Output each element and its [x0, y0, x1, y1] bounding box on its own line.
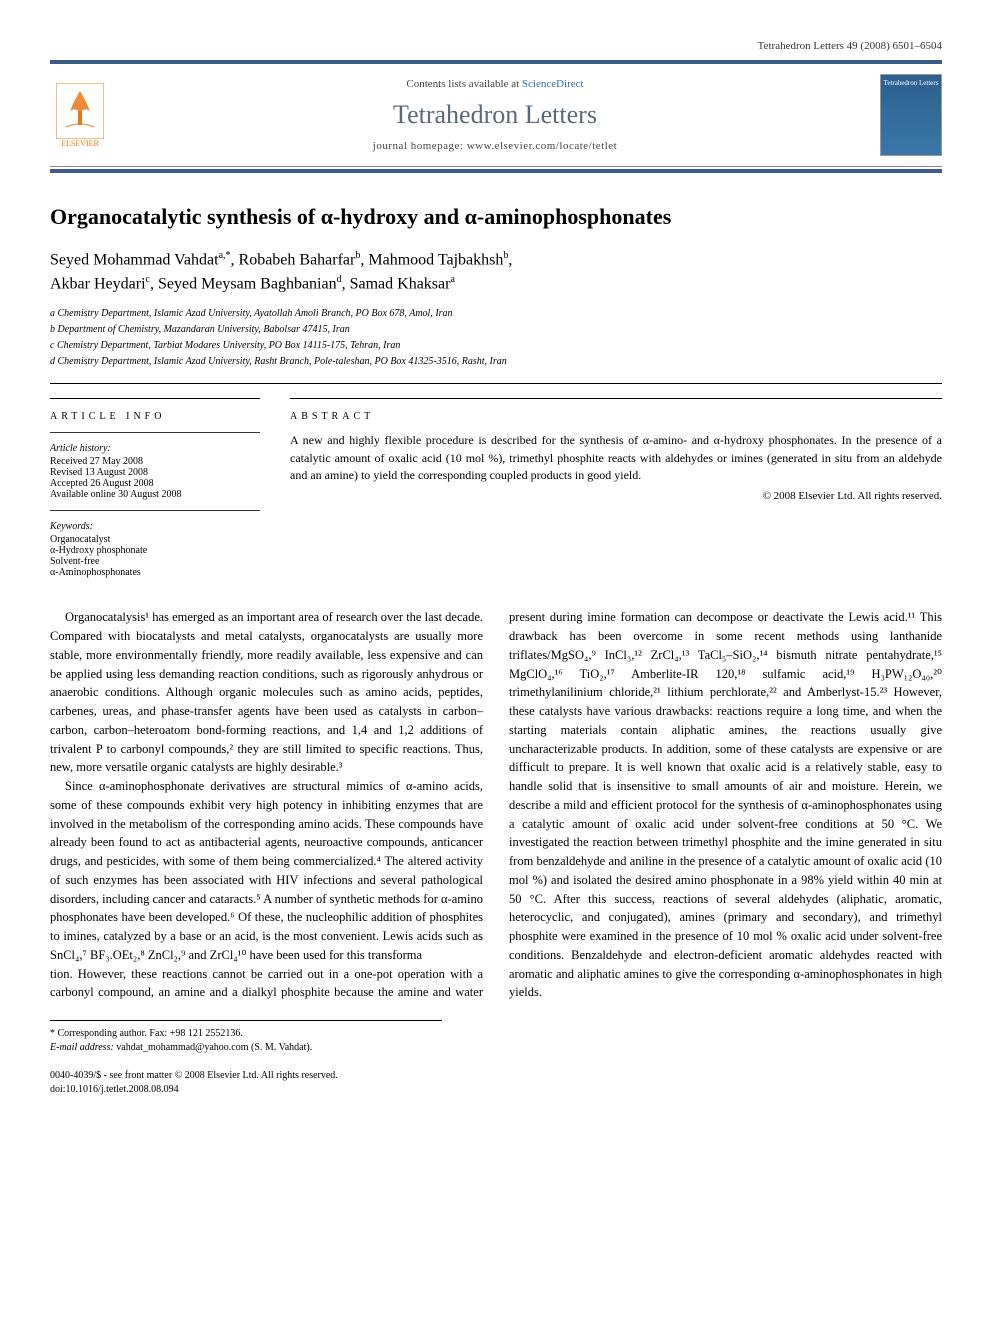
elsevier-tree-icon	[56, 83, 104, 139]
article-info-heading: ARTICLE INFO	[50, 407, 260, 422]
front-matter-line: 0040-4039/$ - see front matter © 2008 El…	[50, 1069, 942, 1083]
affiliation-c: c Chemistry Department, Tarbiat Modares …	[50, 338, 942, 353]
author-6-sup: a	[450, 274, 454, 285]
contents-prefix: Contents lists available at	[406, 78, 521, 90]
author-4: Akbar Heydari	[50, 275, 146, 292]
affiliation-a: a Chemistry Department, Islamic Azad Uni…	[50, 306, 942, 321]
header-bottom-bar	[50, 169, 942, 173]
affiliation-d: d Chemistry Department, Islamic Azad Uni…	[50, 354, 942, 369]
body-para-1: Organocatalysis¹ has emerged as an impor…	[50, 608, 483, 777]
history-label: Article history:	[50, 443, 260, 454]
email-label: E-mail address:	[50, 1042, 114, 1053]
header-center: Contents lists available at ScienceDirec…	[110, 78, 880, 152]
article-title: Organocatalytic synthesis of α-hydroxy a…	[50, 203, 942, 232]
journal-header: ELSEVIER Contents lists available at Sci…	[50, 60, 942, 167]
contents-lists-line: Contents lists available at ScienceDirec…	[110, 78, 880, 90]
journal-homepage: journal homepage: www.elsevier.com/locat…	[110, 140, 880, 152]
corr-author-line: * Corresponding author. Fax: +98 121 255…	[50, 1027, 442, 1041]
sciencedirect-link[interactable]: ScienceDirect	[522, 78, 584, 90]
footer-block: 0040-4039/$ - see front matter © 2008 El…	[50, 1069, 942, 1097]
keyword-4: α-Aminophosphonates	[50, 567, 260, 578]
abstract-block: ABSTRACT A new and highly flexible proce…	[290, 398, 942, 578]
online-date: Available online 30 August 2008	[50, 489, 260, 500]
cover-label: Tetrahedron Letters	[884, 79, 939, 87]
running-head: Tetrahedron Letters 49 (2008) 6501–6504	[50, 40, 942, 52]
divider	[50, 510, 260, 511]
article-info: ARTICLE INFO Article history: Received 2…	[50, 398, 260, 578]
elsevier-label: ELSEVIER	[61, 139, 99, 148]
abstract-heading: ABSTRACT	[290, 407, 942, 422]
abstract-copyright: © 2008 Elsevier Ltd. All rights reserved…	[290, 490, 942, 502]
keyword-2: α-Hydroxy phosphonate	[50, 545, 260, 556]
authors: Seyed Mohammad Vahdata,*, Robabeh Baharf…	[50, 248, 942, 297]
received-date: Received 27 May 2008	[50, 456, 260, 467]
keyword-3: Solvent-free	[50, 556, 260, 567]
body-text: Organocatalysis¹ has emerged as an impor…	[50, 608, 942, 1002]
header-left: ELSEVIER	[50, 80, 110, 150]
author-1-sup: a,*	[219, 250, 231, 261]
email-line: E-mail address: vahdat_mohammad@yahoo.co…	[50, 1041, 442, 1055]
email-address: vahdat_mohammad@yahoo.com	[116, 1042, 248, 1053]
journal-cover-thumbnail: Tetrahedron Letters	[880, 74, 942, 156]
keyword-1: Organocatalyst	[50, 534, 260, 545]
divider	[50, 432, 260, 433]
elsevier-logo: ELSEVIER	[50, 80, 110, 150]
affiliation-b: b Department of Chemistry, Mazandaran Un…	[50, 322, 942, 337]
doi-line: doi:10.1016/j.tetlet.2008.08.094	[50, 1083, 942, 1097]
author-1: Seyed Mohammad Vahdat	[50, 251, 219, 268]
abstract-text: A new and highly flexible procedure is d…	[290, 432, 942, 484]
email-attribution: (S. M. Vahdat).	[249, 1042, 313, 1053]
keywords-label: Keywords:	[50, 521, 260, 532]
info-abstract-row: ARTICLE INFO Article history: Received 2…	[50, 383, 942, 578]
accepted-date: Accepted 26 August 2008	[50, 478, 260, 489]
corresponding-author-footnote: * Corresponding author. Fax: +98 121 255…	[50, 1020, 442, 1055]
journal-name: Tetrahedron Letters	[110, 100, 880, 130]
affiliations: a Chemistry Department, Islamic Azad Uni…	[50, 306, 942, 369]
revised-date: Revised 13 August 2008	[50, 467, 260, 478]
page: Tetrahedron Letters 49 (2008) 6501–6504 …	[0, 0, 992, 1137]
body-para-2: Since α-aminophosphonate derivatives are…	[50, 777, 483, 965]
